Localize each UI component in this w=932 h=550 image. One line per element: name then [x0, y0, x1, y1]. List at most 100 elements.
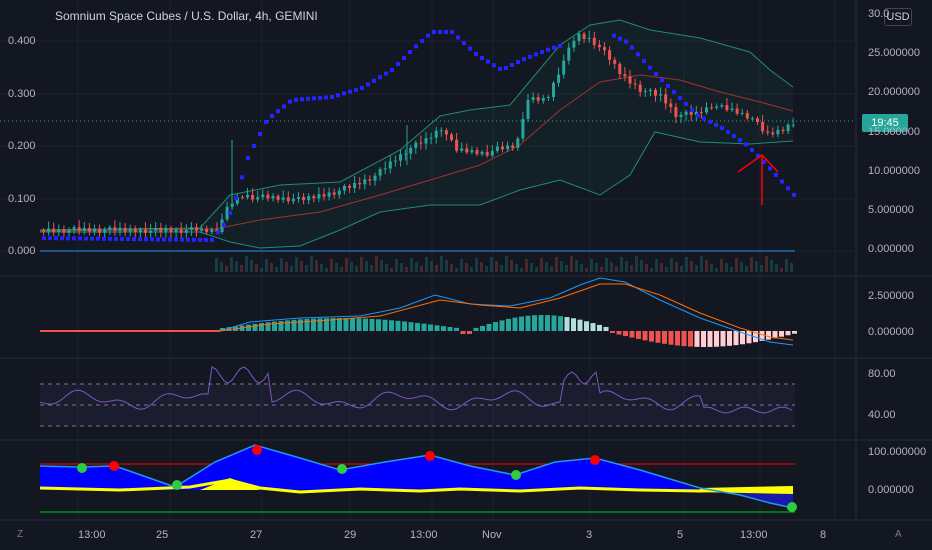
candle-body: [348, 185, 351, 188]
volume-bar: [710, 264, 713, 272]
psar-dot: [516, 60, 520, 64]
candle-body: [791, 124, 795, 126]
volume-bar: [660, 263, 663, 272]
volume-bar: [315, 260, 318, 272]
candle-body: [577, 33, 581, 41]
psar-dot: [666, 84, 670, 88]
macd-histogram-bar: [746, 331, 752, 344]
psar-dot: [744, 142, 748, 147]
candle-body: [169, 228, 173, 233]
candle-body: [302, 197, 306, 201]
candle-body: [521, 119, 525, 139]
candle-body: [689, 111, 693, 115]
candlesticks: [42, 30, 795, 239]
volume-bar: [310, 256, 313, 272]
psar-dot: [318, 95, 322, 100]
volume-bar: [680, 266, 683, 272]
candle-body: [750, 118, 754, 120]
volume-bar: [610, 262, 613, 272]
candle-body: [516, 138, 520, 148]
macd-histogram-bar: [376, 319, 381, 331]
candle-body: [47, 228, 51, 232]
macd-histogram-bar: [740, 331, 745, 345]
volume-bar: [335, 263, 338, 272]
volume-bar: [265, 259, 268, 272]
candle-body: [679, 114, 683, 118]
candle-body: [648, 89, 652, 92]
candle-body: [699, 111, 703, 113]
candle-body: [225, 206, 229, 220]
psar-dot: [522, 57, 526, 62]
psar-dot: [138, 237, 142, 242]
psar-dot: [354, 87, 358, 92]
psar-dot: [504, 66, 508, 70]
volume-bar: [695, 265, 698, 272]
volume-bar: [780, 268, 783, 272]
volume-bar: [460, 259, 463, 272]
volume-bar: [740, 262, 743, 272]
macd-histogram-bar: [577, 319, 583, 331]
macd-histogram-bar: [779, 331, 784, 337]
psar-dot: [162, 237, 166, 242]
macd-histogram-bar: [512, 317, 518, 331]
macd-histogram-bar: [272, 321, 277, 331]
candle-body: [276, 196, 280, 200]
candle-body: [567, 47, 571, 61]
candle-body: [557, 74, 561, 83]
psar-dot: [558, 43, 562, 48]
volume-bar: [560, 261, 563, 272]
signal-dot-green: [787, 502, 797, 512]
macd-histogram-bar: [720, 331, 726, 347]
macd-axis-label: 0.000000: [868, 326, 914, 338]
psar-dot: [630, 45, 634, 50]
candle-body: [189, 227, 193, 230]
psar-dot: [222, 223, 226, 227]
candle-body: [133, 228, 137, 233]
volume-bar: [635, 256, 638, 272]
psar-dot: [90, 236, 94, 241]
psar-dot: [264, 120, 268, 124]
psar-dot: [624, 39, 628, 44]
psar-dot: [420, 39, 424, 43]
candle-body: [603, 47, 606, 51]
psar-dot: [78, 236, 82, 241]
macd-histogram-bar: [343, 318, 349, 331]
candle-body: [174, 229, 178, 233]
psar-dot: [216, 230, 220, 235]
volume-bar: [400, 263, 403, 272]
timezone-toggle-button[interactable]: Z: [17, 529, 24, 540]
volume-bar: [755, 261, 758, 272]
macd-histogram-bar: [473, 327, 479, 331]
volume-bar: [380, 260, 383, 272]
auto-scale-button[interactable]: A: [895, 529, 902, 540]
time-axis-label: 25: [156, 529, 169, 541]
candle-body: [271, 196, 275, 199]
candle-body: [154, 227, 158, 231]
candle-body: [766, 131, 770, 133]
candle-body: [251, 195, 255, 200]
volume-bar: [475, 258, 478, 272]
macd-histogram-bar: [382, 319, 388, 331]
candle-body: [465, 148, 469, 153]
psar-dot: [372, 78, 376, 83]
psar-dot: [708, 119, 712, 124]
psar-dot: [540, 50, 544, 54]
volume-bar: [765, 256, 768, 272]
candle-body: [455, 139, 459, 151]
candle-body: [684, 111, 688, 115]
currency-button[interactable]: USD: [884, 8, 912, 26]
volume-bar: [715, 268, 718, 272]
macd-histogram-bar: [519, 316, 524, 331]
chart-title: Somnium Space Cubes / U.S. Dollar, 4h, G…: [55, 9, 318, 23]
volume-bar: [645, 264, 648, 272]
candle-body: [562, 60, 566, 75]
volume-bar: [665, 267, 668, 272]
candle-body: [414, 142, 418, 148]
psar-dot: [96, 236, 100, 241]
psar-dot: [186, 237, 190, 242]
psar-dot: [72, 236, 76, 241]
macd-histogram-bar: [642, 331, 648, 341]
psar-dot: [462, 41, 466, 46]
candle-body: [286, 197, 290, 202]
